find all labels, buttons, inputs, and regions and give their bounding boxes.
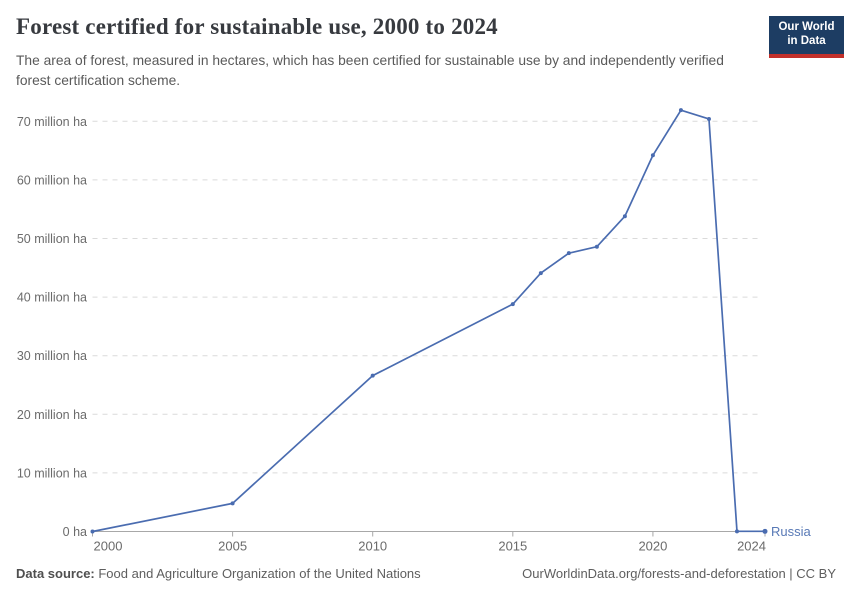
x-tick-label: 2000 — [94, 539, 123, 554]
data-point — [510, 302, 515, 307]
data-point — [622, 214, 627, 219]
owid-logo: Our World in Data — [769, 16, 844, 58]
series-label-russia: Russia — [771, 524, 812, 539]
data-point — [90, 529, 95, 534]
data-point — [370, 373, 375, 378]
data-point — [538, 271, 543, 276]
x-tick-label: 2015 — [498, 539, 527, 554]
data-source-label: Data source: — [16, 566, 95, 581]
y-tick-label: 40 million ha — [17, 291, 87, 305]
data-source: Data source: Food and Agriculture Organi… — [16, 566, 421, 581]
attribution: OurWorldinData.org/forests-and-deforesta… — [522, 566, 836, 581]
series-line-russia — [91, 109, 766, 533]
y-tick-label: 70 million ha — [17, 115, 87, 129]
data-point — [566, 251, 571, 256]
y-tick-label: 0 ha — [63, 525, 87, 539]
x-tick-label: 2024 — [737, 539, 766, 554]
y-tick-label: 30 million ha — [17, 349, 87, 363]
data-point — [706, 116, 711, 121]
owid-logo-line1: Our World — [778, 21, 835, 33]
data-source-text: Food and Agriculture Organization of the… — [94, 566, 421, 581]
data-point — [762, 528, 768, 534]
y-tick-label: 50 million ha — [17, 232, 87, 246]
data-point — [678, 108, 683, 113]
chart-footer: Data source: Food and Agriculture Organi… — [16, 566, 836, 581]
owid-logo-line2: in Data — [787, 35, 826, 48]
y-tick-label: 10 million ha — [17, 466, 87, 480]
data-point — [734, 529, 739, 534]
data-point — [230, 501, 235, 506]
y-tick-label: 60 million ha — [17, 173, 87, 187]
x-tick-label: 2020 — [638, 539, 667, 554]
x-tick-label: 2005 — [218, 539, 247, 554]
x-tick-label: 2010 — [358, 539, 387, 554]
data-point — [650, 153, 655, 158]
chart-subtitle: The area of forest, measured in hectares… — [16, 53, 724, 88]
page-title: Forest certified for sustainable use, 20… — [16, 14, 498, 39]
data-point — [594, 244, 599, 249]
y-tick-label: 20 million ha — [17, 408, 87, 422]
